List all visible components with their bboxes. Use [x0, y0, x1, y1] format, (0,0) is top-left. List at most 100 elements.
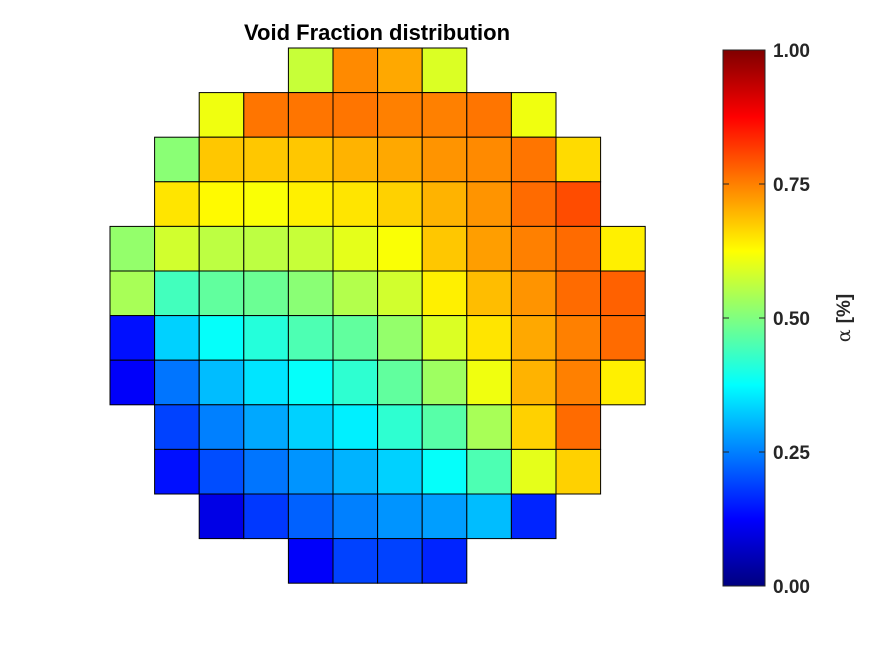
colorbar-tick-label: 0.00 — [773, 577, 810, 598]
heatmap-cell — [510, 404, 557, 450]
heatmap-cell — [555, 359, 602, 406]
heatmap-cell — [198, 448, 245, 495]
heatmap-cell — [510, 270, 557, 317]
heatmap-cell — [332, 538, 379, 584]
colorbar: 0.00 0.25 0.50 0.75 1.00 α [%] — [722, 41, 855, 598]
heatmap-cell — [243, 448, 289, 495]
heatmap-cell — [466, 270, 512, 317]
heatmap-cell — [243, 181, 289, 227]
heatmap-cell — [510, 225, 557, 272]
heatmap-cell — [510, 315, 557, 361]
heatmap-cell — [154, 225, 200, 272]
heatmap-cell — [198, 225, 245, 272]
colorbar-tick-label: 1.00 — [773, 41, 810, 62]
heatmap-cell — [421, 270, 468, 317]
heatmap-cell — [377, 448, 423, 495]
heatmap-cell — [287, 181, 334, 227]
heatmap-cell — [466, 225, 512, 272]
heatmap-cell — [466, 404, 512, 450]
heatmap-cell — [243, 136, 289, 183]
heatmap-cell — [287, 136, 334, 183]
heatmap-cell — [421, 448, 468, 495]
heatmap-cell — [421, 404, 468, 450]
heatmap-cell — [466, 493, 512, 540]
heatmap-cell — [332, 270, 379, 317]
heatmap-cell — [510, 181, 557, 227]
colorbar-tick-label: 0.75 — [773, 175, 810, 196]
heatmap-cell — [287, 359, 334, 406]
heatmap-cell — [109, 359, 156, 406]
heatmap-cell — [377, 136, 423, 183]
heatmap-cell — [466, 359, 512, 406]
heatmap-cell — [154, 359, 200, 406]
heatmap-cell — [466, 181, 512, 227]
heatmap-cell — [154, 181, 200, 227]
heatmap-cell — [600, 225, 646, 272]
heatmap-cell — [377, 270, 423, 317]
heatmap-cell — [287, 493, 334, 540]
heatmap-cell — [287, 92, 334, 138]
heatmap-cell — [421, 136, 468, 183]
heatmap-cell — [600, 270, 646, 317]
heatmap-cell — [421, 315, 468, 361]
colorbar-tick-label: 0.25 — [773, 443, 810, 464]
heatmap-cell — [555, 270, 602, 317]
heatmap-cell — [466, 92, 512, 138]
heatmap-grid — [109, 47, 646, 584]
heatmap-cell — [421, 47, 468, 94]
heatmap-cell — [198, 315, 245, 361]
heatmap-cell — [377, 181, 423, 227]
heatmap-cell — [377, 404, 423, 450]
heatmap-cell — [377, 315, 423, 361]
heatmap-cell — [332, 359, 379, 406]
heatmap-cell — [466, 315, 512, 361]
colorbar-tick-label: 0.50 — [773, 309, 810, 330]
heatmap-cell — [198, 270, 245, 317]
heatmap-cell — [287, 448, 334, 495]
heatmap-cell — [421, 181, 468, 227]
heatmap-cell — [332, 181, 379, 227]
heatmap-cell — [109, 270, 156, 317]
heatmap-cell — [421, 225, 468, 272]
chart-title: Void Fraction distribution — [244, 20, 510, 45]
heatmap-cell — [243, 404, 289, 450]
heatmap-cell — [243, 359, 289, 406]
heatmap-cell — [555, 181, 602, 227]
colorbar-label-unit: [%] — [834, 294, 855, 324]
heatmap-cell — [287, 404, 334, 450]
heatmap-cell — [332, 448, 379, 495]
heatmap-cell — [154, 315, 200, 361]
heatmap-cell — [109, 315, 156, 361]
heatmap-cell — [510, 359, 557, 406]
heatmap-cell — [421, 538, 468, 584]
colorbar-label: α [%] — [833, 294, 855, 342]
heatmap-cell — [332, 493, 379, 540]
heatmap-cell — [332, 315, 379, 361]
heatmap-cell — [377, 92, 423, 138]
heatmap-cell — [421, 359, 468, 406]
heatmap-cell — [332, 47, 379, 94]
heatmap-cell — [154, 448, 200, 495]
heatmap-cell — [109, 225, 156, 272]
heatmap-cell — [198, 359, 245, 406]
heatmap-cell — [377, 225, 423, 272]
heatmap-cell — [377, 359, 423, 406]
heatmap-cell — [377, 538, 423, 584]
heatmap-cell — [332, 136, 379, 183]
heatmap-cell — [243, 493, 289, 540]
heatmap-cell — [600, 315, 646, 361]
heatmap-cell — [332, 404, 379, 450]
heatmap-cell — [154, 136, 200, 183]
heatmap-cell — [466, 448, 512, 495]
heatmap-cell — [377, 47, 423, 94]
heatmap-cell — [243, 270, 289, 317]
heatmap-cell — [198, 493, 245, 540]
heatmap-cell — [510, 92, 557, 138]
heatmap-cell — [198, 404, 245, 450]
heatmap-cell — [421, 92, 468, 138]
heatmap-cell — [421, 493, 468, 540]
heatmap-cell — [555, 225, 602, 272]
heatmap-cell — [243, 92, 289, 138]
heatmap-cell — [287, 315, 334, 361]
